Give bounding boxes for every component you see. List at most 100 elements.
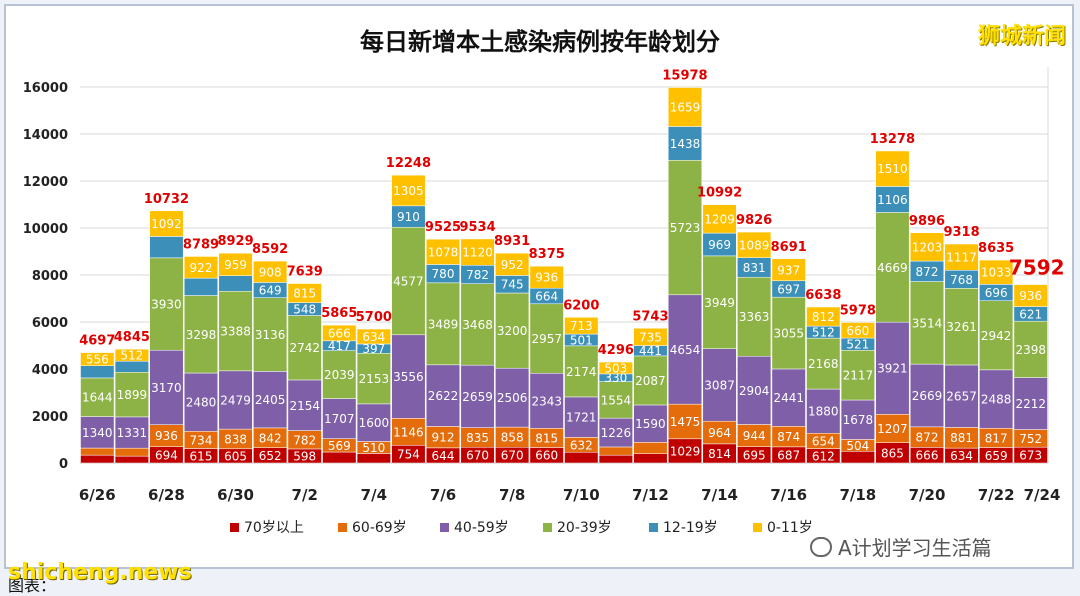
legend-swatch bbox=[649, 523, 658, 532]
bar-segment bbox=[114, 455, 149, 464]
segment-value-label: 782 bbox=[466, 268, 489, 282]
segment-value-label: 670 bbox=[501, 449, 524, 463]
bar-segment bbox=[737, 231, 772, 258]
bar-segment bbox=[771, 258, 806, 282]
segment-value-label: 1033 bbox=[981, 266, 1012, 280]
bar-segment bbox=[840, 451, 875, 464]
y-tick-label: 10000 bbox=[23, 222, 68, 237]
bar-segment bbox=[633, 355, 668, 406]
bar-total-label: 5865 bbox=[321, 306, 357, 321]
bar-segment bbox=[667, 87, 703, 127]
bar-total-label: 10732 bbox=[144, 192, 189, 207]
x-tick-label: 7/16 bbox=[770, 486, 807, 504]
bar-segment bbox=[218, 275, 253, 292]
segment-value-label: 3261 bbox=[946, 320, 977, 334]
y-tick-label: 12000 bbox=[23, 175, 68, 190]
bar-segment bbox=[218, 252, 253, 276]
segment-value-label: 1331 bbox=[117, 426, 148, 440]
segment-value-label: 831 bbox=[743, 261, 766, 275]
segment-value-label: 644 bbox=[432, 449, 455, 463]
segment-value-label: 666 bbox=[916, 449, 939, 463]
segment-value-label: 3388 bbox=[220, 325, 251, 339]
segment-value-label: 1226 bbox=[601, 426, 632, 440]
bar-segment bbox=[114, 416, 149, 449]
source-label: 图表： bbox=[8, 576, 57, 595]
bar-segment bbox=[564, 345, 599, 398]
bar-total-label: 8929 bbox=[217, 234, 253, 249]
y-tick-label: 2000 bbox=[32, 410, 68, 425]
segment-value-label: 2657 bbox=[946, 390, 977, 404]
x-tick-label: 6/30 bbox=[217, 486, 254, 504]
bar-segment bbox=[183, 277, 219, 296]
segment-value-label: 1209 bbox=[704, 212, 735, 226]
bar-segment bbox=[425, 364, 461, 427]
legend-label: 0-11岁 bbox=[767, 520, 813, 536]
bar-segment bbox=[840, 350, 875, 401]
segment-value-label: 3363 bbox=[739, 310, 770, 324]
segment-value-label: 1590 bbox=[635, 417, 666, 431]
segment-value-label: 969 bbox=[708, 238, 731, 252]
segment-value-label: 912 bbox=[432, 431, 455, 445]
segment-value-label: 752 bbox=[1019, 432, 1042, 446]
segment-value-label: 2117 bbox=[843, 369, 874, 383]
segment-value-label: 812 bbox=[812, 310, 835, 324]
bar-total-label: 6638 bbox=[805, 288, 841, 303]
bar-total-label: 7592 bbox=[1009, 256, 1065, 280]
segment-value-label: 1117 bbox=[946, 251, 977, 265]
bar-segment bbox=[391, 226, 426, 336]
segment-value-label: 660 bbox=[846, 324, 869, 338]
segment-value-label: 660 bbox=[535, 449, 558, 463]
segment-value-label: 1644 bbox=[82, 391, 113, 405]
segment-value-label: 1120 bbox=[462, 246, 493, 260]
segment-value-label: 694 bbox=[155, 448, 178, 462]
segment-value-label: 2622 bbox=[428, 389, 459, 403]
bar-segment bbox=[909, 281, 945, 365]
segment-value-label: 569 bbox=[328, 439, 351, 453]
segment-value-label: 5723 bbox=[670, 221, 701, 235]
segment-value-label: 881 bbox=[950, 431, 973, 445]
bar-segment bbox=[667, 126, 703, 161]
segment-value-label: 652 bbox=[259, 449, 282, 463]
segment-value-label: 910 bbox=[397, 210, 420, 224]
bar-segment bbox=[875, 150, 910, 187]
segment-value-label: 782 bbox=[293, 433, 316, 447]
bar-segment bbox=[806, 388, 841, 434]
bar-total-label: 9318 bbox=[943, 225, 979, 240]
bar-segment bbox=[979, 369, 1014, 429]
bar-segment bbox=[80, 454, 115, 464]
segment-value-label: 441 bbox=[639, 344, 662, 358]
bar-total-label: 8789 bbox=[183, 237, 219, 252]
bar-segment bbox=[944, 364, 979, 428]
bar-total-label: 8691 bbox=[771, 240, 807, 255]
segment-value-label: 2405 bbox=[255, 393, 286, 407]
bar-segment bbox=[253, 260, 288, 283]
bar-total-label: 9826 bbox=[736, 213, 772, 228]
segment-value-label: 1678 bbox=[843, 413, 874, 427]
legend-label: 40-59岁 bbox=[454, 520, 509, 536]
segment-value-label: 503 bbox=[604, 361, 627, 375]
legend-label: 60-69岁 bbox=[352, 520, 407, 536]
bar-total-label: 8931 bbox=[494, 234, 530, 249]
segment-value-label: 1203 bbox=[912, 240, 943, 254]
bar-segment bbox=[322, 324, 357, 342]
segment-value-label: 713 bbox=[570, 319, 593, 333]
legend-swatch bbox=[230, 523, 239, 532]
bar-total-label: 9534 bbox=[459, 220, 495, 235]
bar-segment bbox=[80, 447, 115, 456]
bar-segment bbox=[944, 288, 979, 366]
segment-value-label: 1899 bbox=[117, 388, 148, 402]
segment-value-label: 2904 bbox=[739, 384, 770, 398]
segment-value-label: 815 bbox=[293, 287, 316, 301]
bar-segment bbox=[80, 377, 115, 417]
bar-segment bbox=[80, 416, 115, 449]
bar-segment bbox=[460, 238, 495, 266]
bar-segment bbox=[425, 238, 461, 265]
y-tick-label: 4000 bbox=[32, 363, 68, 378]
segment-value-label: 1340 bbox=[82, 426, 113, 440]
bar-segment bbox=[667, 438, 703, 464]
segment-value-label: 835 bbox=[466, 431, 489, 445]
bar-segment bbox=[529, 303, 564, 374]
segment-value-label: 838 bbox=[224, 432, 247, 446]
bar-segment bbox=[287, 379, 322, 431]
bar-segment bbox=[875, 321, 910, 415]
